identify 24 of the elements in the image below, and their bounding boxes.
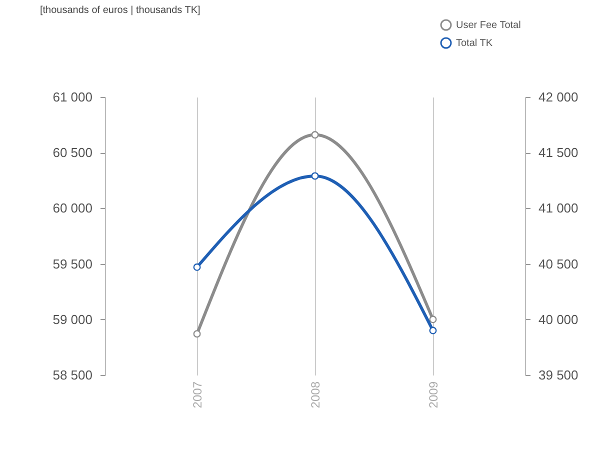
- y-tick-label: 59 000: [52, 312, 92, 327]
- legend-label: User Fee Total: [456, 20, 521, 31]
- point: [311, 131, 319, 139]
- y-tick-label: 60 000: [52, 200, 92, 216]
- y2-tick-label: 41 500: [538, 145, 578, 160]
- point: [193, 263, 201, 271]
- y-tick-label: 59 500: [52, 256, 92, 272]
- y-tick-label: 60 500: [52, 145, 92, 160]
- y2-tick-label: 39 500: [538, 368, 578, 382]
- legend-label: Total TK: [456, 38, 493, 49]
- y2-tick-label: 41 000: [538, 200, 578, 216]
- x-tick-label: 2007: [190, 381, 205, 408]
- point: [311, 172, 319, 180]
- chart-subtitle: [thousands of euros | thousands TK]: [40, 5, 201, 16]
- point: [193, 330, 201, 338]
- y2-tick-label: 40 000: [538, 312, 578, 327]
- y-tick-label: 61 000: [52, 90, 92, 104]
- point: [429, 316, 437, 324]
- x-tick-label: 2008: [308, 381, 322, 408]
- point: [429, 326, 437, 334]
- y-tick-label: 58 500: [52, 368, 92, 382]
- y2-tick-label: 40 500: [538, 256, 578, 272]
- y2-tick-label: 42 000: [538, 90, 578, 104]
- x-tick-label: 2009: [426, 381, 440, 408]
